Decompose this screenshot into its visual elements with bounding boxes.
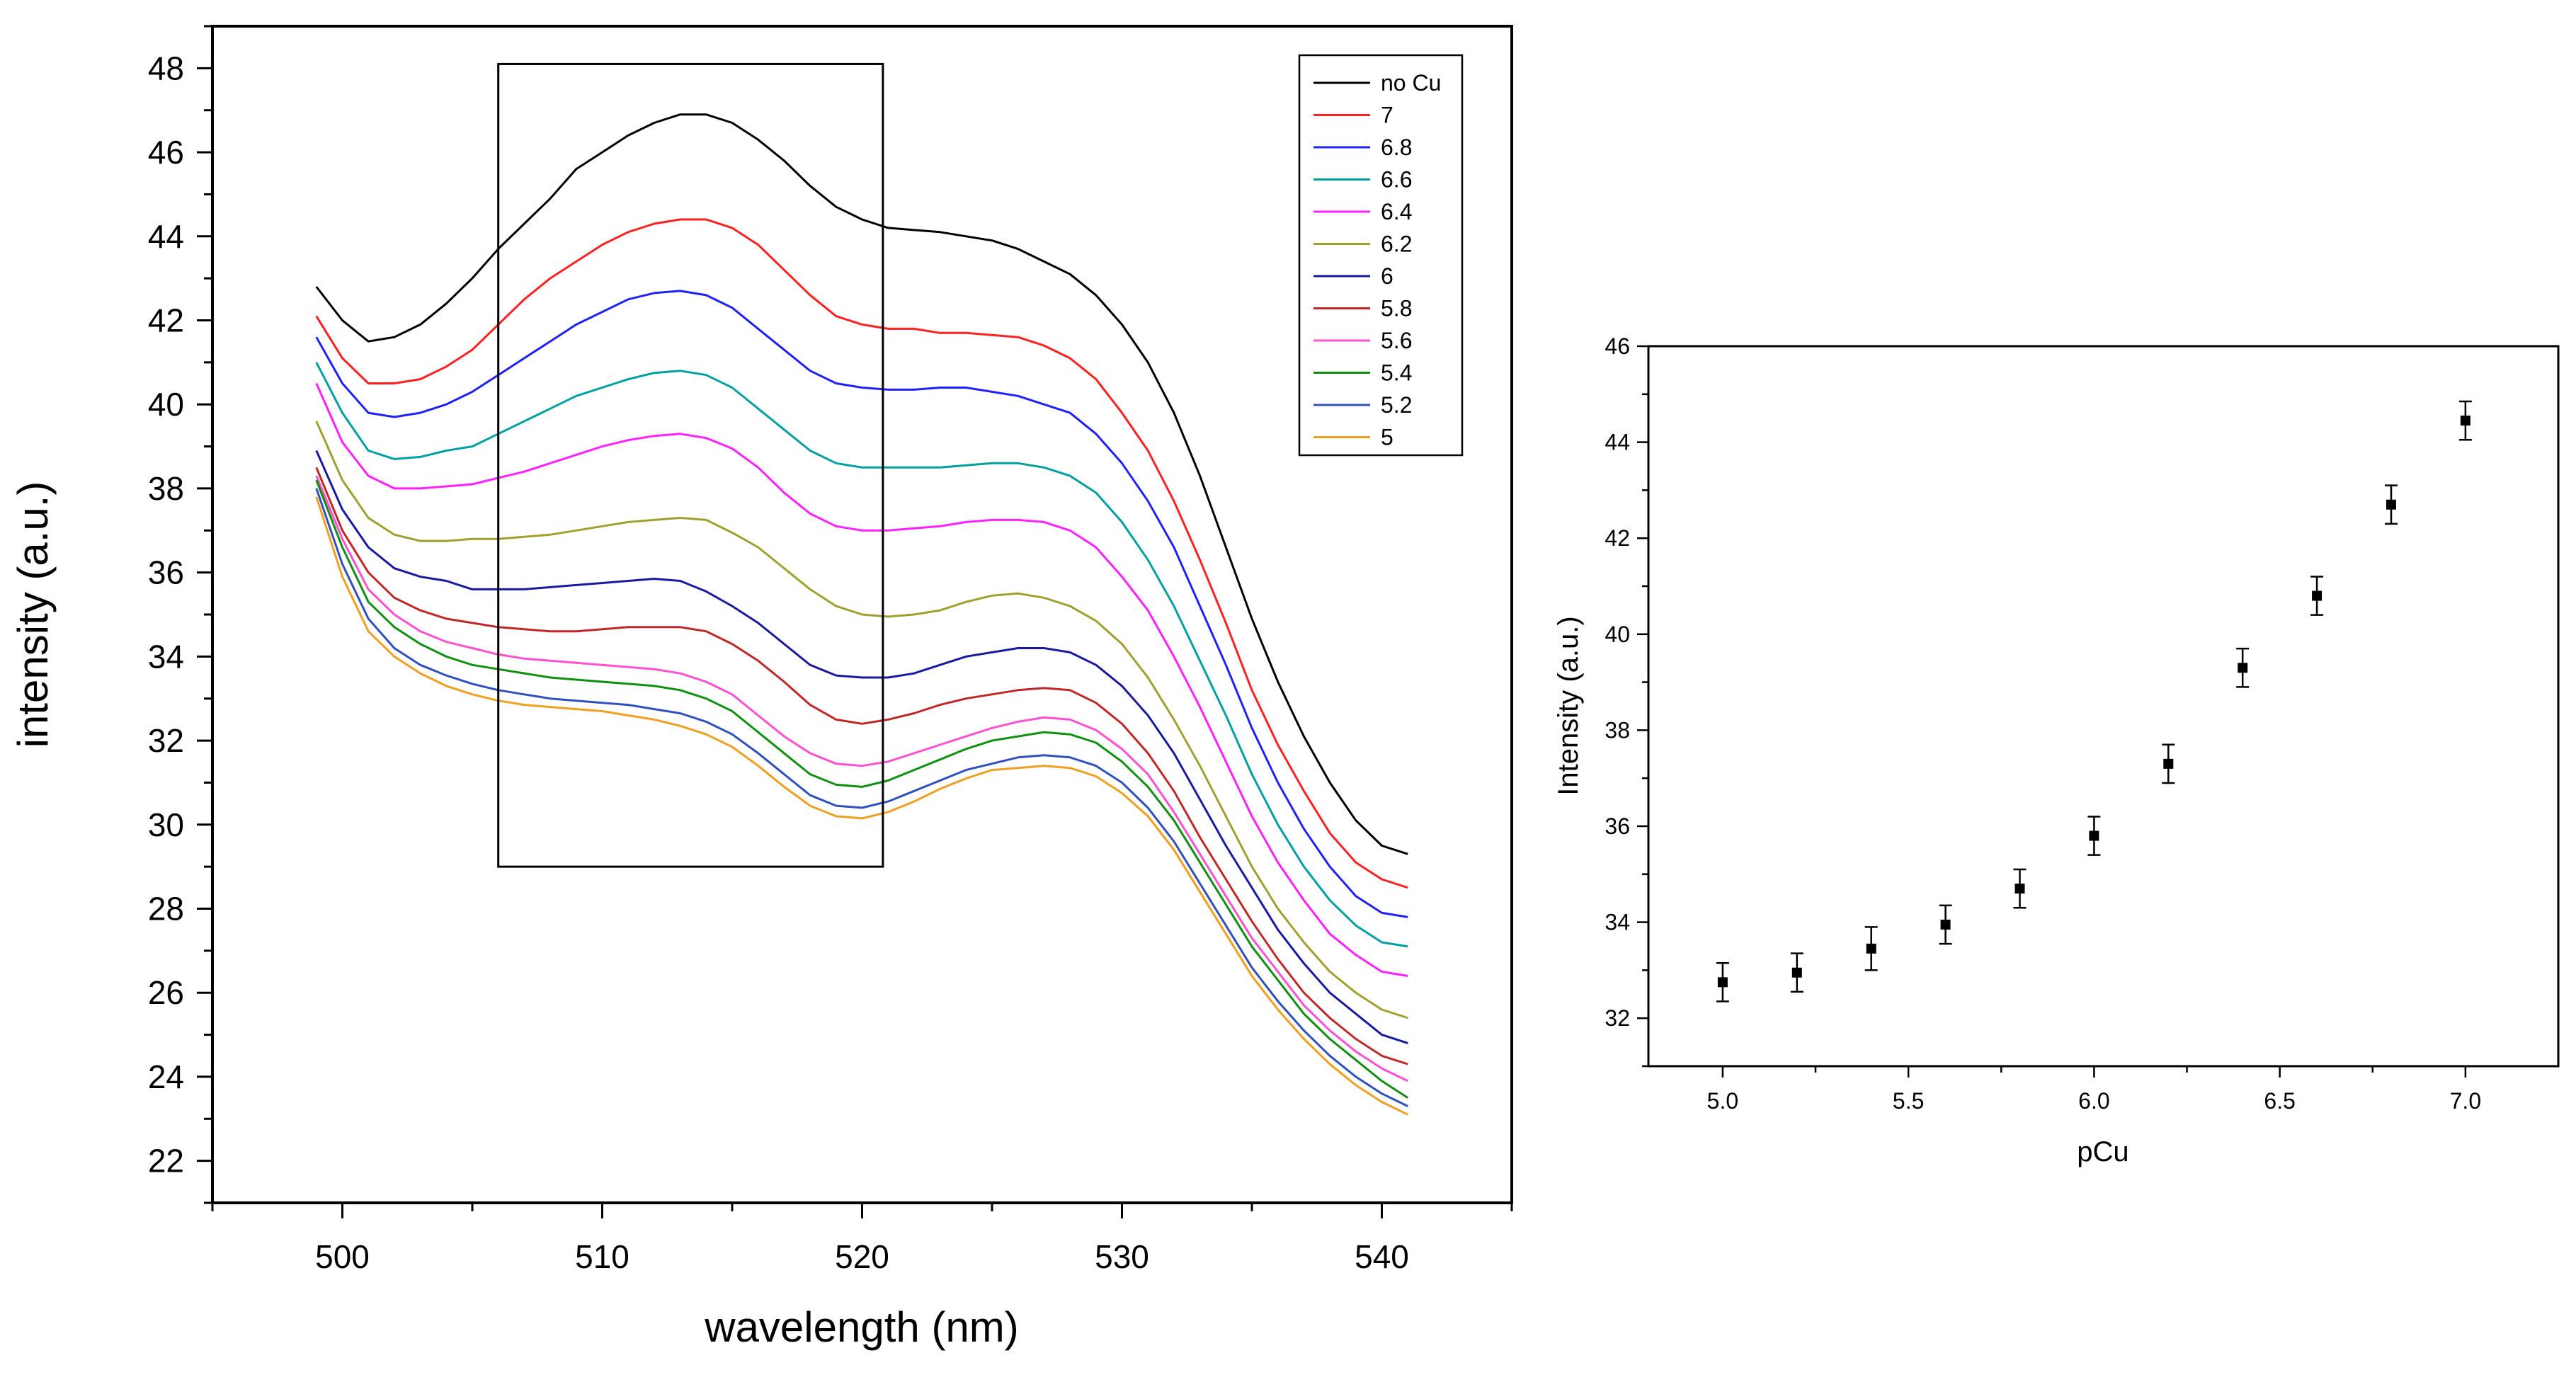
legend-label-1: 7 bbox=[1381, 103, 1394, 128]
pcu-y-tick-label: 42 bbox=[1605, 525, 1630, 551]
spectra-y-tick-label: 42 bbox=[148, 302, 184, 339]
pcu-data-point bbox=[1940, 919, 1951, 930]
spectra-y-tick-label: 48 bbox=[148, 50, 184, 86]
spectra-y-tick-label: 26 bbox=[148, 974, 184, 1011]
pcu-y-tick-label: 44 bbox=[1605, 430, 1630, 455]
pcu-data-point bbox=[1717, 977, 1728, 988]
legend-label-5: 6.2 bbox=[1381, 232, 1412, 257]
spectra-y-tick-label: 30 bbox=[148, 806, 184, 843]
intensity-vs-pcu-chart: 5.0 5.5 6.0 6.5 7.0 32 34 36 38 40 42 44 46 pCu Inte… bbox=[1553, 333, 2560, 1167]
spectra-chart: 500 510 520 530 540 22 24 26 28 30 32 34 36 38 40 42 44 4… bbox=[9, 25, 1513, 1351]
spectra-x-tick-label: 530 bbox=[1095, 1238, 1149, 1275]
spectra-y-tick-label: 28 bbox=[148, 891, 184, 927]
pcu-data-point bbox=[1866, 943, 1876, 954]
pcu-y-tick-label: 34 bbox=[1605, 910, 1630, 935]
pcu-y-tick-label: 36 bbox=[1605, 813, 1630, 839]
spectra-y-tick-label: 40 bbox=[148, 386, 184, 423]
pcu-y-tick-label: 38 bbox=[1605, 717, 1630, 743]
spectra-y-tick-label: 32 bbox=[148, 722, 184, 759]
legend-label-9: 5.4 bbox=[1381, 360, 1412, 386]
pcu-x-tick-label: 7.0 bbox=[2450, 1088, 2481, 1114]
legend-label-7: 5.8 bbox=[1381, 296, 1412, 321]
pcu-data-point bbox=[1791, 967, 1802, 978]
pcu-points-group bbox=[1716, 400, 2472, 1002]
spectra-x-tick-label: 520 bbox=[835, 1238, 889, 1275]
spectra-x-axis-label: wavelength (nm) bbox=[704, 1303, 1019, 1351]
spectra-y-tick-label: 36 bbox=[148, 554, 184, 591]
pcu-data-point bbox=[2238, 663, 2248, 673]
pcu-plot-frame bbox=[1647, 345, 2560, 1068]
highlight-rectangle bbox=[497, 62, 884, 868]
spectra-x-tick-label: 500 bbox=[315, 1238, 370, 1275]
legend-label-2: 6.8 bbox=[1381, 135, 1412, 160]
pcu-data-point bbox=[2460, 416, 2470, 426]
pcu-axis-ticks: 5.0 5.5 6.0 6.5 7.0 32 34 36 38 40 42 44 46 bbox=[1605, 333, 2481, 1114]
pcu-data-point bbox=[2014, 884, 2025, 894]
pcu-data-point bbox=[2312, 590, 2323, 601]
legend-label-6: 6 bbox=[1381, 263, 1394, 289]
spectra-x-tick-label: 540 bbox=[1355, 1238, 1409, 1275]
pcu-x-tick-label: 5.0 bbox=[1707, 1088, 1738, 1114]
spectra-y-tick-label: 44 bbox=[148, 218, 184, 255]
legend-label-8: 5.6 bbox=[1381, 328, 1412, 353]
legend-label-4: 6.4 bbox=[1381, 199, 1412, 224]
legend-label-11: 5 bbox=[1381, 425, 1394, 450]
pcu-y-tick-label: 32 bbox=[1605, 1005, 1630, 1031]
pcu-y-axis-label: Intensity (a.u.) bbox=[1553, 616, 1584, 795]
spectra-legend: no Cu 7 6.8 6.6 6.4 6.2 6 5.8 5.6 5.4 5.2 5 bbox=[1298, 54, 1464, 457]
spectra-plot-frame bbox=[211, 25, 1513, 1204]
pcu-y-tick-label: 46 bbox=[1605, 333, 1630, 359]
legend-label-0: no Cu bbox=[1381, 70, 1441, 96]
pcu-data-point bbox=[2089, 830, 2099, 841]
pcu-x-tick-label: 6.0 bbox=[2078, 1088, 2109, 1114]
spectra-y-tick-label: 24 bbox=[148, 1058, 184, 1095]
spectra-y-tick-label: 22 bbox=[148, 1143, 184, 1179]
spectra-y-tick-label: 34 bbox=[148, 638, 184, 675]
pcu-x-axis-label: pCu bbox=[2077, 1136, 2128, 1167]
spectra-x-tick-label: 510 bbox=[575, 1238, 629, 1275]
legend-label-10: 5.2 bbox=[1381, 392, 1412, 418]
pcu-data-point bbox=[2163, 758, 2174, 769]
legend-label-3: 6.6 bbox=[1381, 167, 1412, 193]
spectra-y-tick-label: 46 bbox=[148, 134, 184, 171]
pcu-x-tick-label: 6.5 bbox=[2264, 1088, 2295, 1114]
pcu-y-tick-label: 40 bbox=[1605, 622, 1630, 647]
spectra-legend-box bbox=[1298, 54, 1464, 457]
spectra-axis-ticks: 500 510 520 530 540 22 24 26 28 30 32 34 36 38 40 42 44 4… bbox=[148, 25, 1513, 1275]
spectra-y-axis-label: intensity (a.u.) bbox=[9, 481, 57, 748]
pcu-data-point bbox=[2386, 499, 2396, 510]
pcu-x-tick-label: 5.5 bbox=[1893, 1088, 1924, 1114]
spectra-y-tick-label: 38 bbox=[148, 470, 184, 507]
